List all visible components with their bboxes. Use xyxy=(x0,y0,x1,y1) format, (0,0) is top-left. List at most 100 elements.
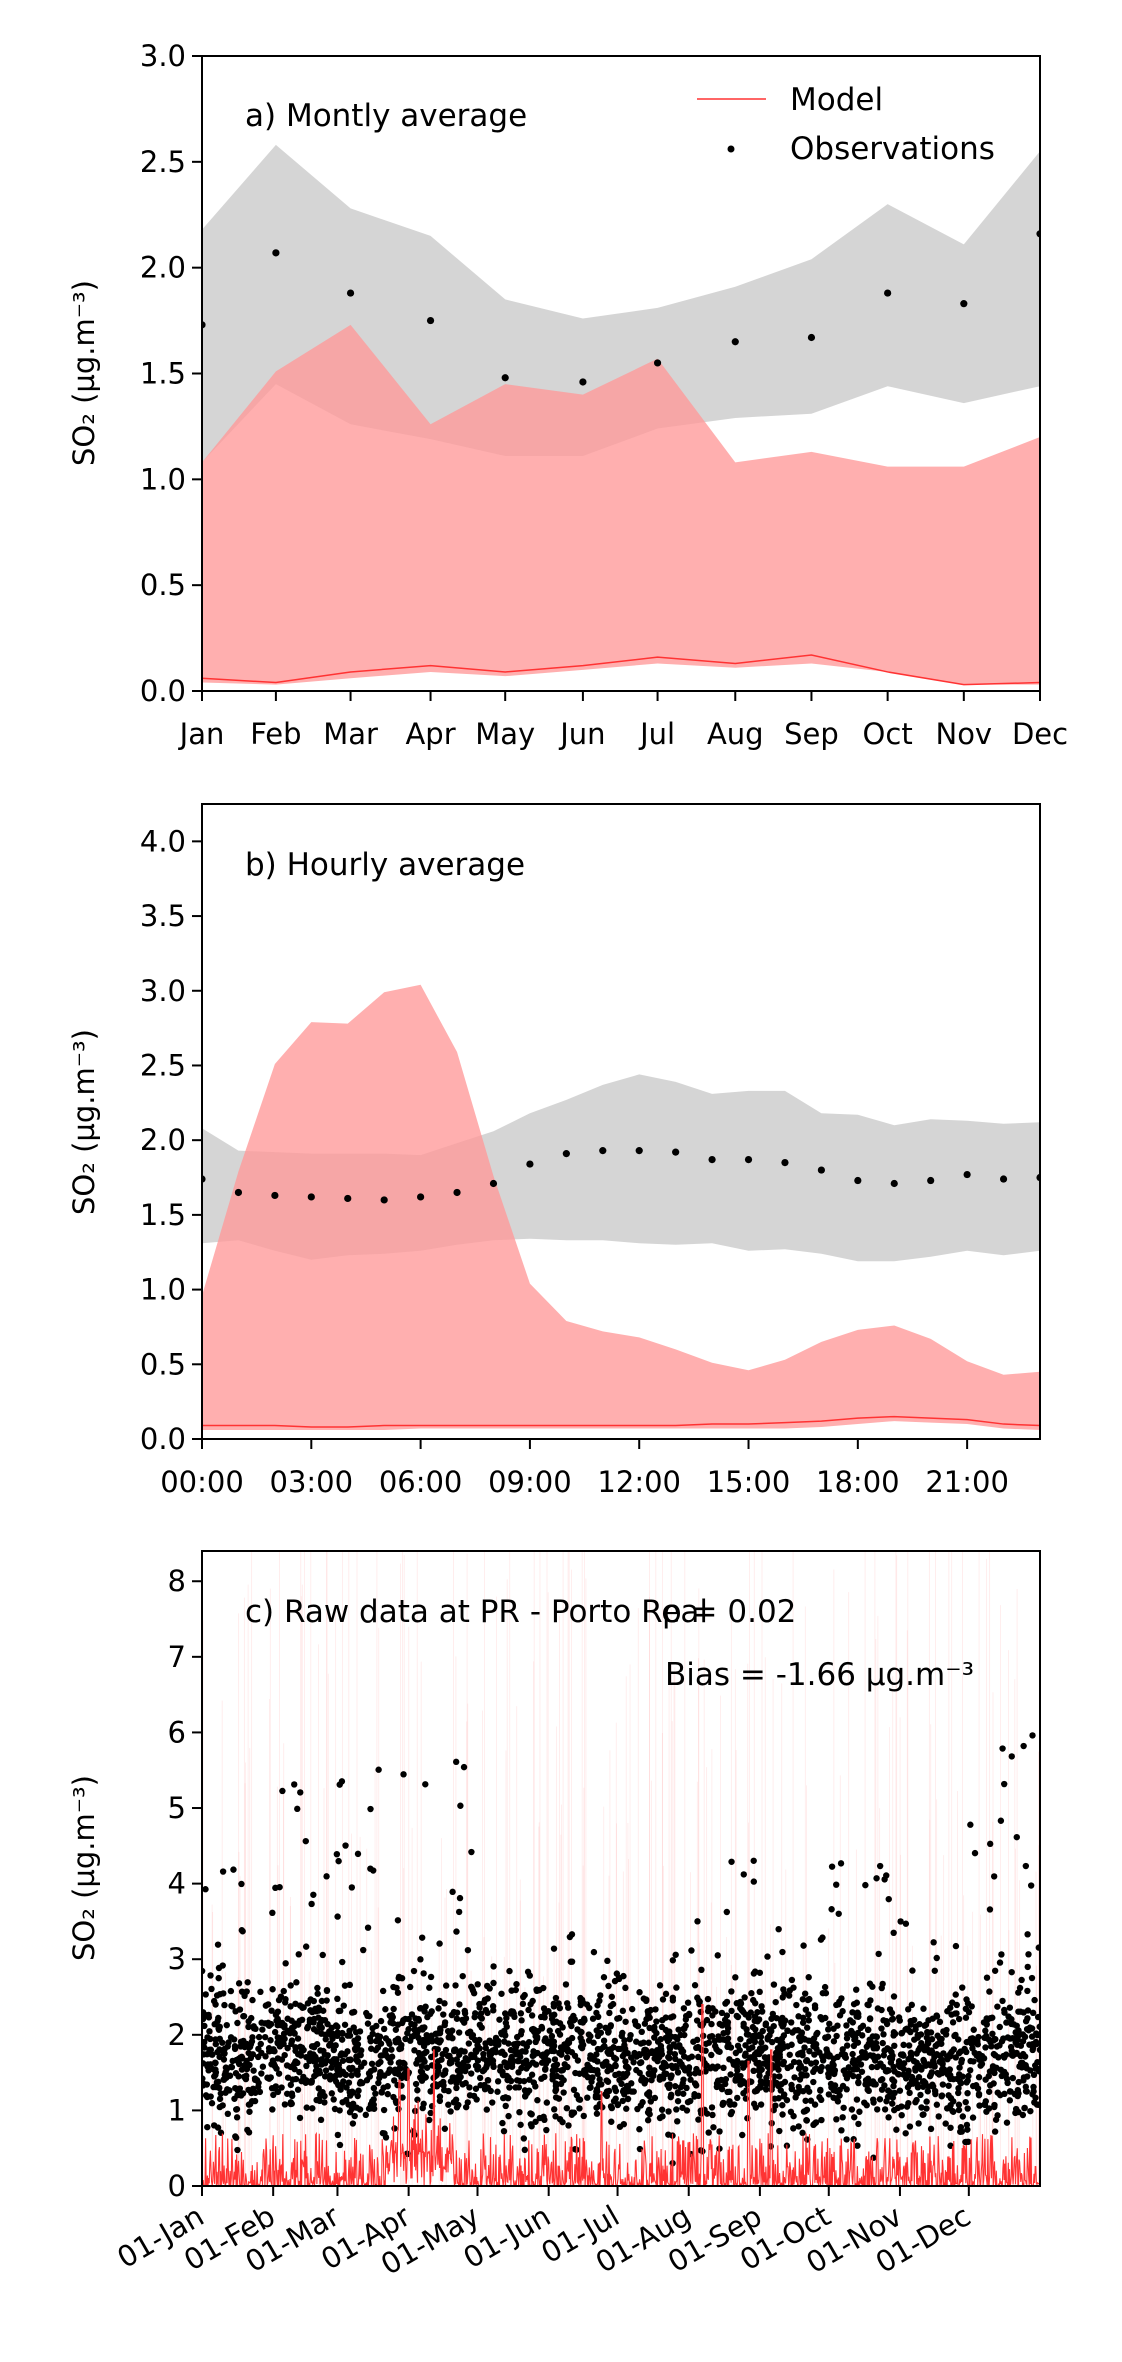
observation-point xyxy=(523,2065,530,2072)
observation-point xyxy=(662,1990,670,1998)
observation-point xyxy=(830,2038,838,2045)
observation-point xyxy=(437,2025,444,2032)
observation-point xyxy=(449,1888,456,1896)
observation-point xyxy=(282,1960,289,1967)
observation-point xyxy=(906,2027,913,2035)
observation-point xyxy=(427,2035,434,2043)
observation-point xyxy=(914,2084,922,2091)
observation-point xyxy=(307,2055,314,2062)
observation-point xyxy=(853,1986,860,1993)
observation-point xyxy=(751,2038,759,2046)
observation-point xyxy=(453,1188,461,1197)
observation-point xyxy=(580,2112,587,2120)
observation-point xyxy=(799,2129,806,2137)
observation-point xyxy=(878,2025,885,2032)
observation-point xyxy=(251,2097,259,2105)
observation-point xyxy=(596,2076,603,2083)
y-tick-label: 1 xyxy=(168,2093,186,2127)
observation-point xyxy=(802,2065,809,2073)
x-tick-label: Oct xyxy=(863,717,913,751)
observation-point xyxy=(741,2060,748,2067)
observation-point xyxy=(585,2037,593,2044)
observation-point xyxy=(499,2071,507,2078)
observation-point xyxy=(568,2111,576,2118)
legend-observations-marker xyxy=(727,145,735,153)
observation-point xyxy=(426,1984,433,1991)
observation-point xyxy=(294,2035,302,2042)
observation-point xyxy=(424,2013,431,2021)
observation-point xyxy=(338,2036,346,2043)
observation-point xyxy=(732,2075,739,2083)
observation-point xyxy=(1026,2024,1034,2031)
observation-point xyxy=(758,2039,765,2046)
observation-point xyxy=(879,2076,886,2083)
observation-point xyxy=(579,378,587,386)
observation-point xyxy=(800,1942,807,1949)
observation-point xyxy=(922,2021,930,2028)
observation-point xyxy=(728,1858,735,1865)
observation-point xyxy=(279,1787,286,1795)
observation-point xyxy=(924,2088,932,2095)
x-tick-label: Aug xyxy=(707,717,764,751)
observation-point xyxy=(752,2026,759,2033)
observation-point xyxy=(779,2101,786,2109)
observation-point xyxy=(367,1865,374,1872)
observation-point xyxy=(328,2064,335,2071)
observation-point xyxy=(822,2014,829,2022)
observation-point xyxy=(864,2026,872,2034)
range-band xyxy=(202,144,1040,463)
observation-point xyxy=(928,2035,936,2043)
observation-point xyxy=(439,2078,447,2086)
observation-point xyxy=(526,1160,534,1168)
observation-point xyxy=(427,1973,435,1981)
observation-point xyxy=(1006,2004,1014,2011)
observation-point xyxy=(771,2095,778,2102)
observation-point xyxy=(346,2032,354,2039)
observation-point xyxy=(673,2064,680,2072)
observation-point xyxy=(384,2090,391,2098)
observation-point xyxy=(388,2046,395,2053)
observation-point xyxy=(392,2039,400,2046)
observation-point xyxy=(912,2067,919,2074)
y-tick-label: 2.5 xyxy=(140,1048,186,1082)
observation-point xyxy=(375,1766,382,1773)
panel-a-y-axis-label: SO₂ (µg.m⁻³) xyxy=(67,280,101,466)
observation-point xyxy=(320,2047,327,2055)
observation-point xyxy=(672,2033,679,2041)
observation-point xyxy=(362,2111,370,2119)
observation-point xyxy=(605,2029,612,2036)
observation-point xyxy=(985,2088,993,2095)
observation-point xyxy=(680,2090,687,2097)
observation-point xyxy=(392,2026,400,2033)
observation-point xyxy=(269,1909,276,1917)
observation-point xyxy=(619,2007,627,2015)
observation-point xyxy=(861,2099,868,2106)
observation-point xyxy=(235,2073,242,2080)
observation-point xyxy=(802,2006,810,2013)
observation-point xyxy=(453,2015,461,2022)
observation-point xyxy=(216,2095,224,2103)
observation-point xyxy=(964,2105,971,2112)
observation-point xyxy=(280,1987,287,1995)
x-tick-label: 15:00 xyxy=(707,1465,791,1499)
observation-point xyxy=(468,2070,475,2077)
observation-point xyxy=(435,2005,442,2012)
observation-point xyxy=(833,1881,840,1888)
observation-point xyxy=(679,2048,687,2055)
observation-point xyxy=(682,2022,689,2029)
observation-point xyxy=(215,2014,222,2022)
observation-point xyxy=(619,2097,627,2105)
observation-point xyxy=(262,2053,269,2060)
observation-point xyxy=(345,2079,353,2086)
observation-point xyxy=(258,2019,265,2026)
observation-point xyxy=(781,1158,789,1167)
observation-point xyxy=(394,1989,402,1996)
observation-point xyxy=(1019,2111,1027,2119)
x-tick-label: 03:00 xyxy=(270,1465,354,1499)
observation-point xyxy=(524,2089,531,2097)
observation-point xyxy=(871,2057,879,2064)
observation-point xyxy=(874,2005,882,2012)
observation-point xyxy=(466,2084,473,2091)
observation-point xyxy=(484,2077,492,2084)
observation-point xyxy=(313,2096,320,2104)
